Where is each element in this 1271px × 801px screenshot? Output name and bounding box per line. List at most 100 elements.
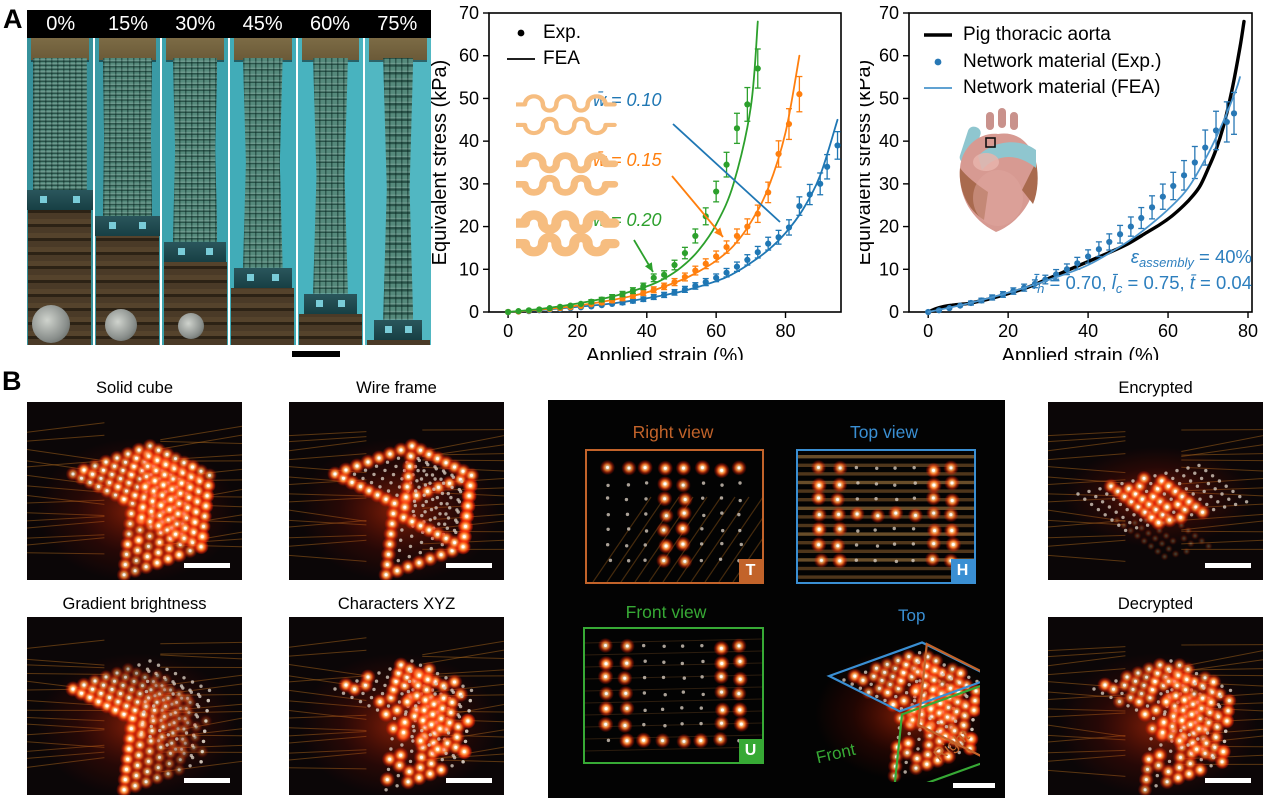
led-array	[327, 438, 480, 580]
cube-face-label-top: Top	[898, 606, 926, 625]
scale-bar	[446, 563, 492, 568]
specimen-mesh	[313, 58, 348, 294]
heart-illustration	[959, 108, 1038, 232]
specimen-grip-clamp	[163, 241, 227, 262]
specimen-strip: 0% 15% 30% 45% 60% 75%	[27, 10, 432, 345]
grip-hole	[139, 221, 147, 229]
view-badge-right: T	[739, 559, 762, 582]
specimen-column	[27, 38, 93, 345]
led-photo-canvas	[289, 429, 504, 580]
scale-bar	[953, 783, 995, 788]
series	[504, 20, 841, 316]
led-array	[333, 657, 476, 792]
led-array	[810, 459, 962, 569]
serpentine-inset	[516, 94, 620, 257]
tile-title: Encrypted	[1118, 379, 1193, 397]
svg-text:50: 50	[459, 88, 479, 108]
svg-text:60: 60	[879, 46, 899, 66]
chart-canvas: 0 20 40 60 80 0 10 20 30 40 50 60 70 Applied strain (…	[860, 3, 1258, 360]
led-photo-canvas	[27, 422, 242, 580]
grip-hole	[39, 196, 47, 203]
specimen-clamp	[30, 38, 89, 60]
series	[925, 19, 1246, 316]
svg-text:60: 60	[706, 321, 726, 341]
led-photo-solid-cube	[27, 402, 242, 580]
view-label-front: Front view	[625, 602, 707, 622]
svg-text:70: 70	[879, 3, 899, 23]
svg-text:80: 80	[1238, 321, 1258, 341]
grip-hole	[338, 299, 346, 307]
led-photo-canvas	[289, 637, 504, 795]
axes: 0 20 40 60 80 0 10 20 30 40 50 60 70	[459, 3, 842, 341]
grip-hole	[271, 273, 279, 281]
panel-a-label: A	[3, 4, 23, 34]
svg-text:60: 60	[459, 46, 479, 66]
led-photo-canvas	[1048, 644, 1263, 795]
led-array	[65, 659, 213, 795]
x-axis-label: Applied strain (%)	[1002, 345, 1160, 360]
parameter-annotation: εassembly = 40%	[1130, 246, 1252, 270]
scale-bar	[184, 778, 230, 783]
strain-label: 60%	[309, 12, 350, 35]
tile-title: Wire frame	[356, 379, 437, 397]
grip-block	[299, 313, 363, 345]
y-axis-label: Equivalent stress (kPa)	[860, 60, 875, 266]
strain-label: 15%	[107, 12, 148, 35]
grip-hole	[404, 325, 412, 333]
svg-text:FEA: FEA	[543, 48, 580, 69]
stress-strain-chart-aorta: 0 20 40 60 80 0 10 20 30 40 50 60 70 Applied strain (…	[860, 0, 1271, 360]
grip-hole	[108, 221, 116, 229]
svg-text:Network material (Exp.): Network material (Exp.)	[963, 51, 1162, 72]
led-array	[599, 459, 747, 570]
grip-hole	[177, 247, 185, 255]
specimen-column	[297, 38, 364, 345]
view-badge-top: H	[951, 559, 974, 582]
screw-head	[105, 309, 138, 341]
specimen-grip-clamp	[304, 293, 357, 314]
scale-bar	[1205, 563, 1251, 568]
grip-block	[231, 287, 295, 345]
specimen-mesh	[32, 58, 87, 190]
svg-text:20: 20	[998, 321, 1018, 341]
svg-text:20: 20	[879, 217, 899, 237]
strip-photos	[27, 38, 432, 345]
view-label-right: Right view	[632, 422, 714, 442]
specimen-mesh	[383, 58, 414, 320]
led-photo-canvas	[27, 639, 242, 795]
scale-bar	[292, 351, 340, 357]
axes: 0 20 40 60 80 0 10 20 30 40 50 60 70	[879, 3, 1258, 341]
svg-text:0: 0	[503, 321, 513, 341]
led-photo-gradient	[27, 617, 242, 795]
grip-hole	[73, 196, 81, 203]
view-box-right: T	[585, 449, 764, 584]
strain-label: 30%	[175, 12, 216, 35]
grip-hole	[205, 247, 213, 255]
led-array	[65, 438, 217, 580]
led-photo-decrypted	[1048, 617, 1263, 795]
view-label-top: Top view	[849, 422, 919, 442]
y-axis-label: Equivalent stress (kPa)	[430, 60, 451, 266]
specimen-clamp	[166, 38, 225, 60]
specimen-column	[94, 38, 161, 345]
parameter-annotation: l̄h = 0.70, l̄c = 0.75, t̄ = 0.04	[1033, 272, 1252, 296]
led-array	[1076, 463, 1249, 561]
legend: Exp. FEA	[507, 22, 581, 69]
led-photo-characters	[289, 617, 504, 795]
view-canvas	[592, 459, 762, 582]
labeled-cube-canvas	[815, 641, 999, 797]
led-photo-wire-frame	[289, 402, 504, 580]
specimen-grip-clamp	[234, 267, 292, 288]
tile-title: Gradient brightness	[62, 595, 207, 613]
tile-title: Solid cube	[95, 379, 174, 397]
led-array	[597, 637, 750, 750]
view-canvas	[798, 455, 974, 579]
specimen-grip-clamp	[27, 190, 93, 210]
led-photo-canvas	[1048, 429, 1263, 562]
specimen-mesh	[172, 58, 218, 242]
screw-head	[178, 313, 205, 339]
view-box-top: H	[796, 449, 976, 584]
svg-text:10: 10	[879, 259, 899, 279]
svg-text:10: 10	[459, 259, 479, 279]
led-photo-encrypted	[1048, 402, 1263, 580]
svg-text:Network material (FEA): Network material (FEA)	[963, 77, 1160, 98]
